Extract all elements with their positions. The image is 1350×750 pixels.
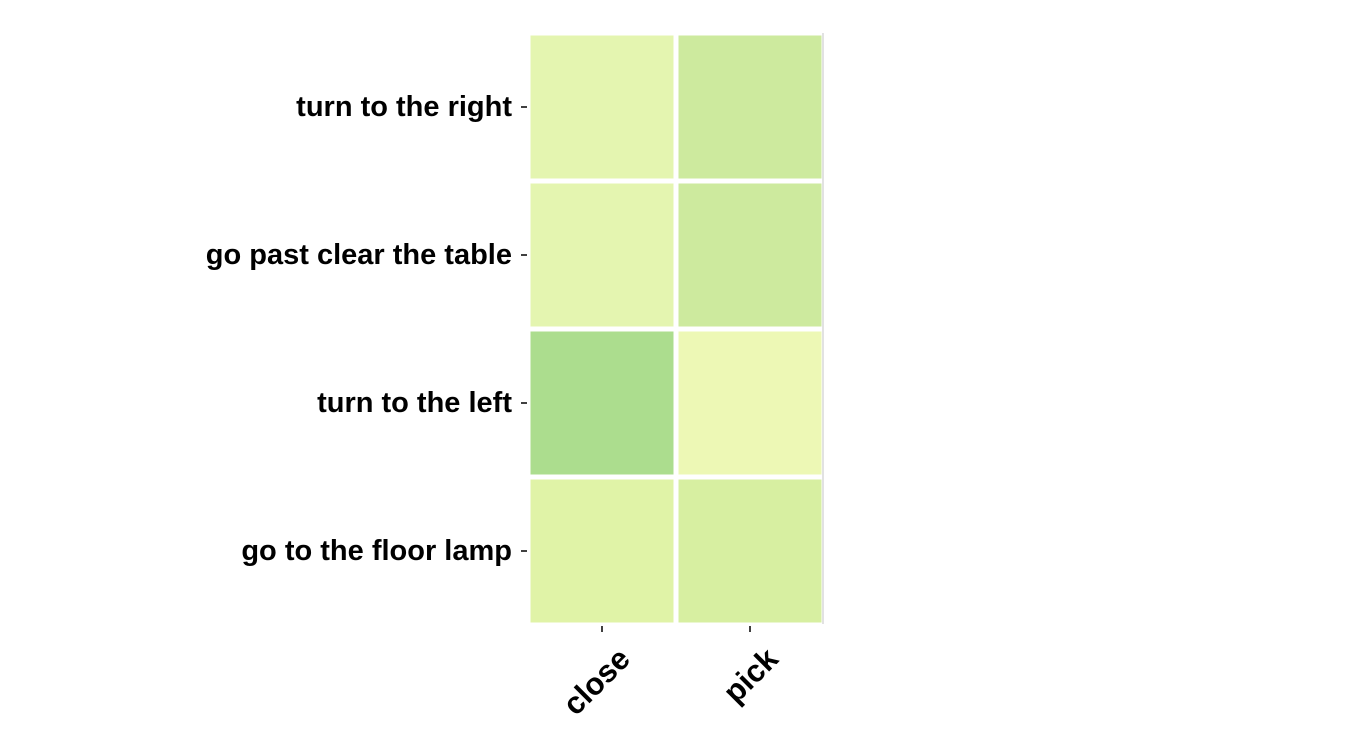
heatmap-cell-turn-to-the-right-pick [678, 35, 822, 179]
heatmap-cells [530, 35, 822, 623]
row-label-go-to-the-floor-lamp: go to the floor lamp [241, 535, 512, 567]
column-label-close: close [556, 641, 637, 722]
row-label-turn-to-the-right: turn to the right [296, 91, 512, 123]
heatmap-cell-go-to-the-floor-lamp-pick [678, 479, 822, 623]
heatmap-cell-turn-to-the-left-close [530, 331, 674, 475]
heatmap-cell-turn-to-the-left-pick [678, 331, 822, 475]
row-label-turn-to-the-left: turn to the left [317, 387, 512, 419]
heatmap-cell-go-to-the-floor-lamp-close [530, 479, 674, 623]
heatmap-cell-turn-to-the-right-close [530, 35, 674, 179]
heatmap-cell-go-past-clear-the-table-close [530, 183, 674, 327]
heatmap-cell-go-past-clear-the-table-pick [678, 183, 822, 327]
row-label-go-past-clear-the-table: go past clear the table [206, 239, 512, 271]
column-label-pick: pick [716, 641, 785, 710]
column-ticks: close pick [556, 626, 785, 722]
row-ticks: turn to the right go past clear the table… [206, 91, 527, 567]
